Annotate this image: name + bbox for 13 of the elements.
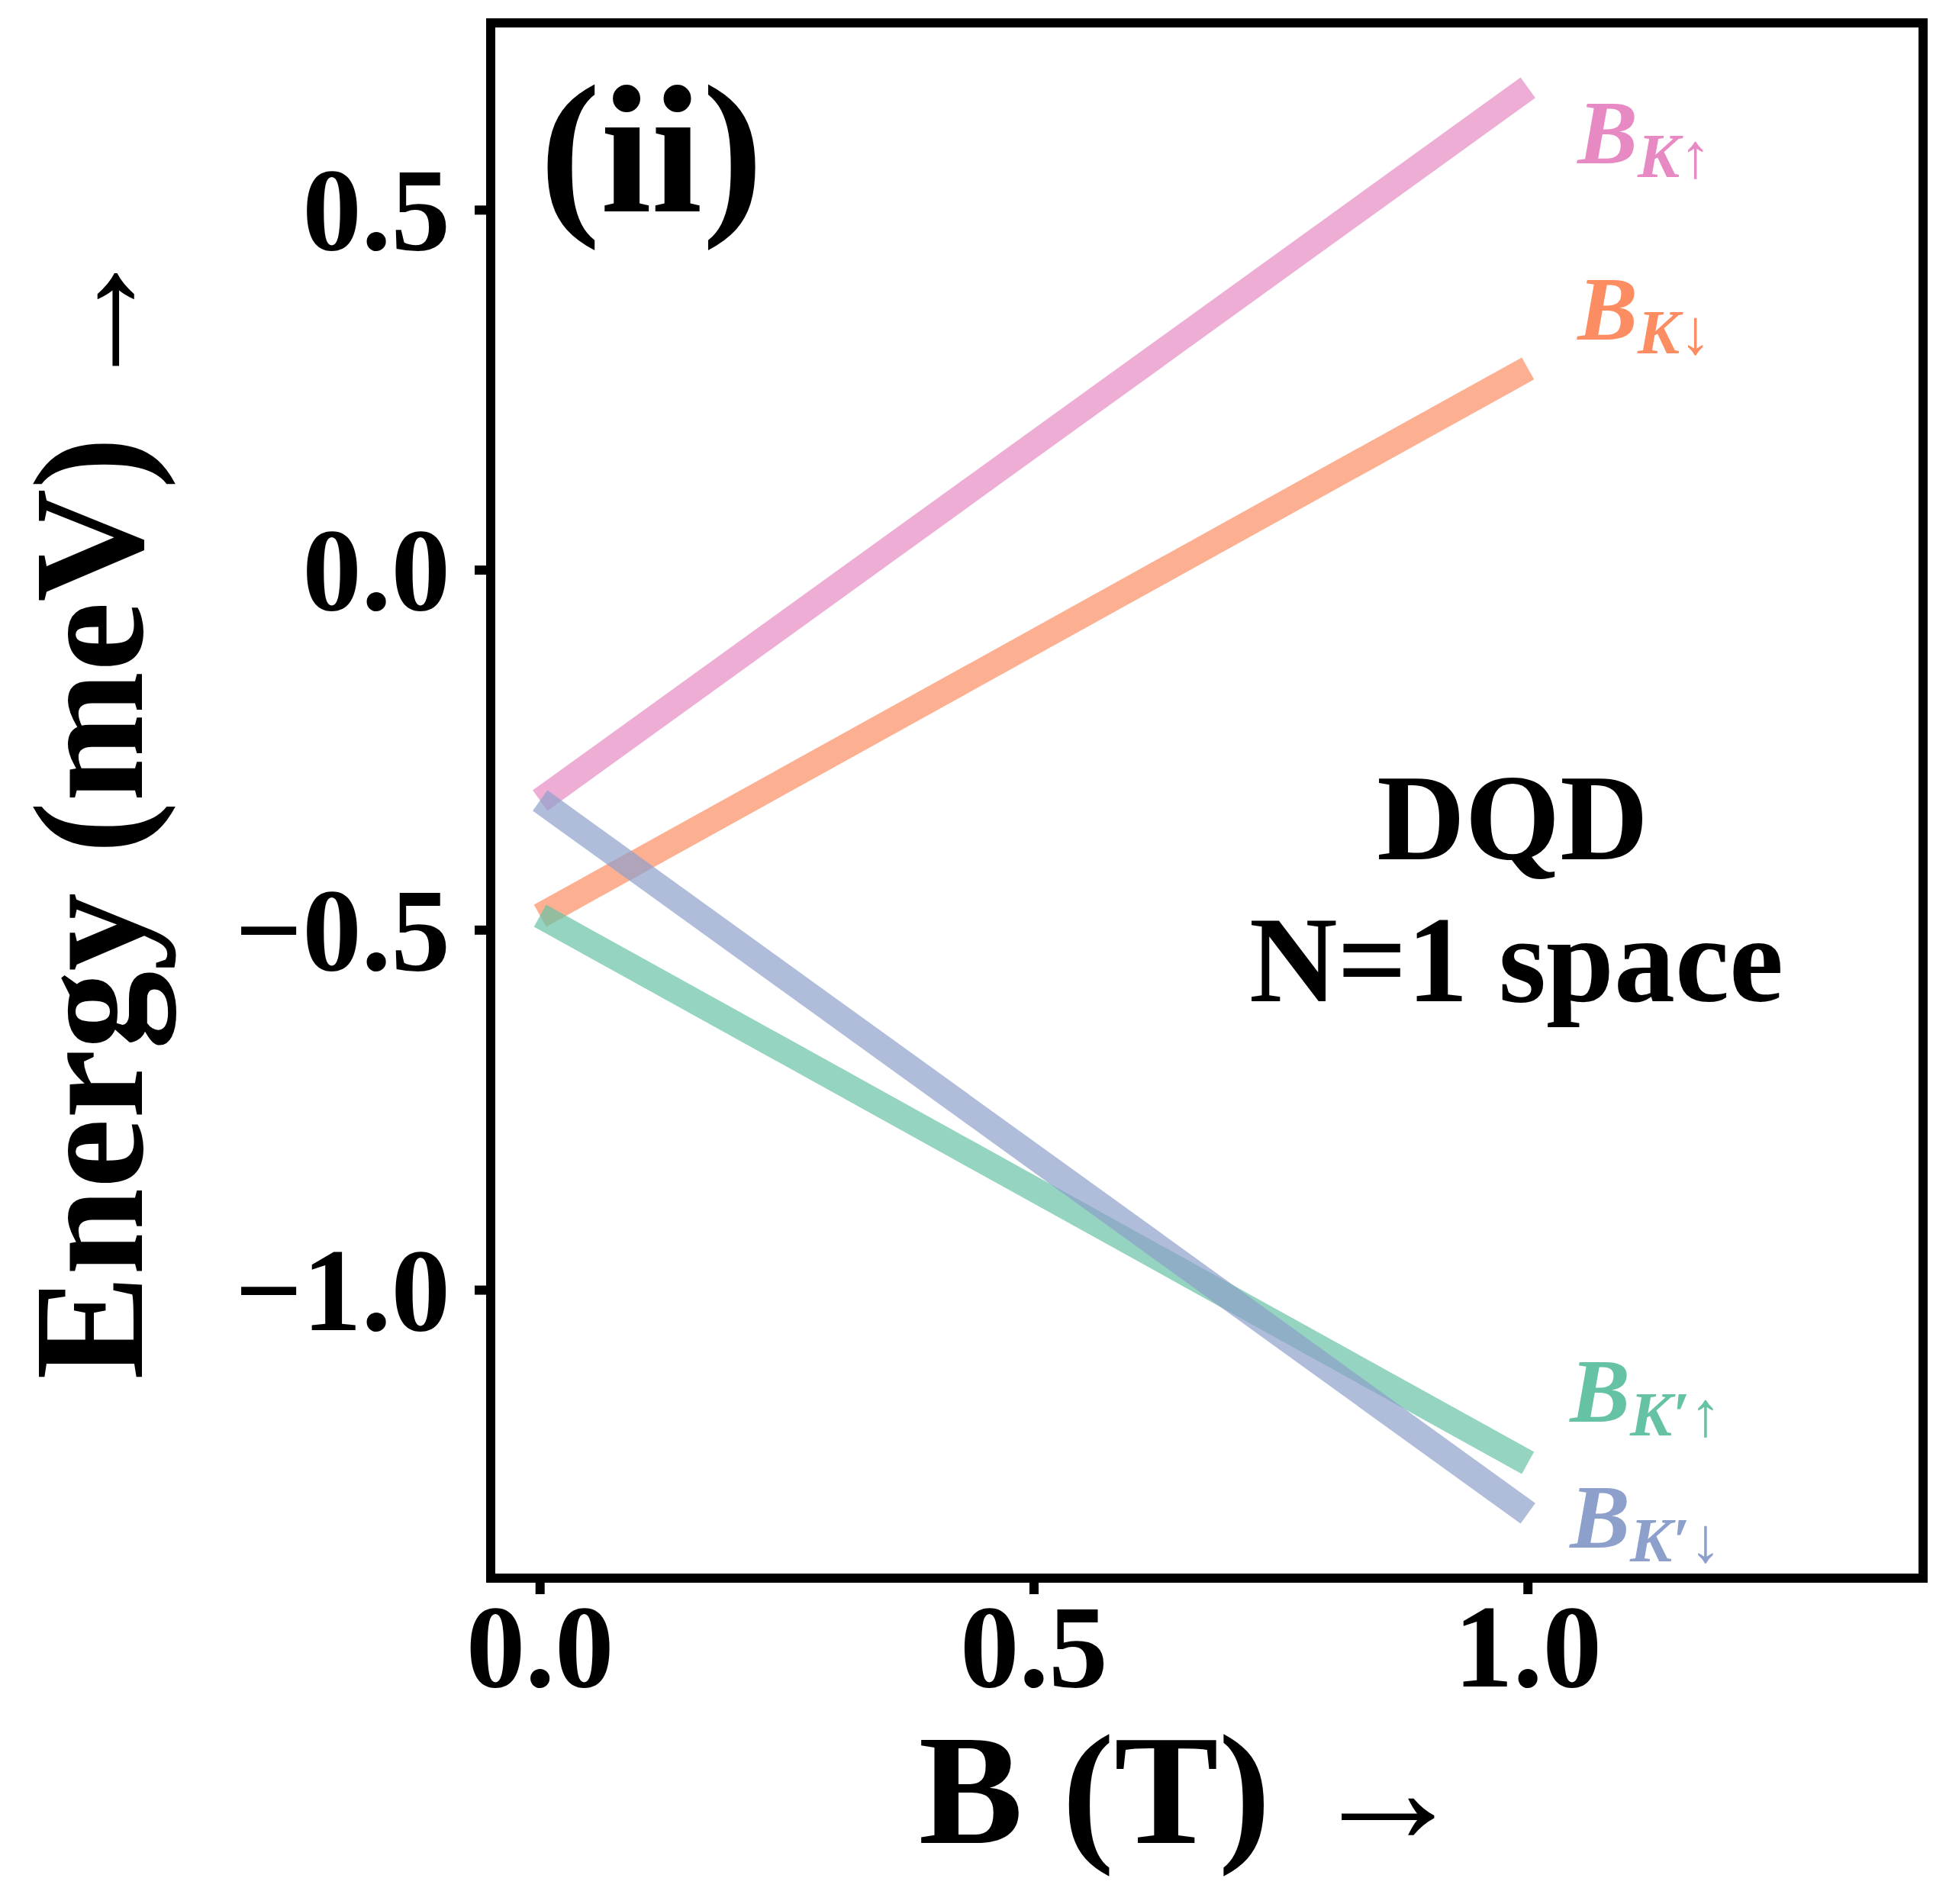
y-tick-label: −0.5 xyxy=(234,864,450,996)
annotation: N=1 space xyxy=(1249,892,1783,1028)
y-tick-label: 0.0 xyxy=(302,504,450,636)
annotation: DQD xyxy=(1377,750,1648,886)
annotation: (ii) xyxy=(540,48,764,251)
y-tick-label: 0.5 xyxy=(302,144,450,276)
series-label: B$_{K′↑}$ xyxy=(1568,1342,1722,1450)
series-label: B$_{K↓}$ xyxy=(1576,259,1712,368)
y-axis-title: Energy (meV) → xyxy=(2,241,176,1380)
series-label: B$_{K′↓}$ xyxy=(1568,1467,1722,1576)
y-tick-label: −1.0 xyxy=(234,1224,450,1356)
series-label: B$_{K↑}$ xyxy=(1576,82,1712,192)
x-tick-label: 0.0 xyxy=(466,1581,614,1712)
